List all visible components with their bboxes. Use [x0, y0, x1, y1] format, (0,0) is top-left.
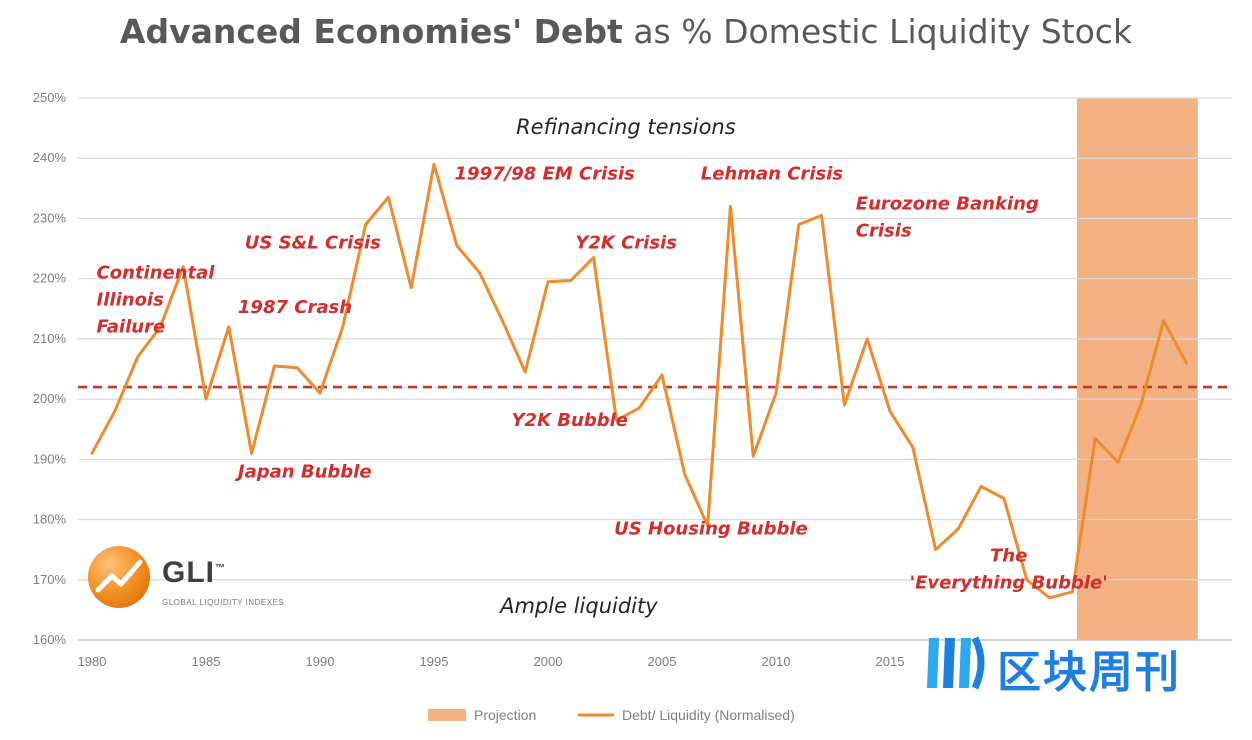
annotations: Continental Illinois Failure US S&L Crisis 1… [97, 115, 1108, 618]
x-tick-label: 2015 [876, 654, 905, 669]
y-tick-label: 170% [33, 572, 67, 587]
x-tick-label: 1980 [78, 654, 107, 669]
x-tick-label: 1995 [420, 654, 449, 669]
event-label: 1997/98 EM Crisis [455, 163, 636, 184]
x-tick-label: 2010 [762, 654, 791, 669]
legend-projection-swatch [428, 709, 466, 721]
legend-line-label: Debt/ Liquidity (Normalised) [622, 707, 795, 723]
gli-logo-subtitle: GLOBAL LIQUIDITY INDEXES [162, 598, 285, 607]
x-tick-label: 1985 [192, 654, 221, 669]
legend-projection-label: Projection [474, 707, 536, 723]
chart-title-rest: as % Domestic Liquidity Stock [622, 12, 1133, 51]
chart-title: Advanced Economies' Debt as % Domestic L… [0, 12, 1252, 51]
watermark-text: 区块周刊 [997, 647, 1181, 698]
event-label: Continental [97, 263, 216, 284]
event-label: 1987 Crash [238, 297, 352, 318]
region-label: Refinancing tensions [516, 115, 736, 139]
y-tick-label: 240% [33, 150, 67, 165]
watermark: 区块周刊 [925, 632, 1225, 698]
watermark-icon [927, 636, 985, 690]
gli-logo-name-text: GLI [162, 556, 215, 589]
event-label: Eurozone Banking [856, 193, 1039, 214]
gli-logo: GLI™ GLOBAL LIQUIDITY INDEXES [88, 546, 328, 616]
region-label: Ample liquidity [498, 594, 658, 618]
event-label: Lehman Crisis [701, 163, 844, 184]
event-label: US S&L Crisis [245, 233, 381, 254]
x-tick-label: 2000 [534, 654, 563, 669]
event-label: 'Everything Bubble' [910, 573, 1108, 594]
gli-logo-tm: ™ [215, 563, 226, 574]
axes: 160% 170% 180% 190% 200% 210% 220% 230% 240% 250%… [33, 90, 1232, 669]
y-tick-label: 210% [33, 331, 67, 346]
y-tick-label: 250% [33, 90, 67, 105]
y-tick-label: 160% [33, 632, 67, 647]
x-tick-label: 2005 [648, 654, 677, 669]
projection-layer [1076, 98, 1198, 640]
projection-band [1076, 98, 1198, 640]
event-label: Y2K Bubble [512, 410, 628, 431]
event-label: Failure [97, 317, 166, 338]
series-layer [90, 162, 1188, 600]
event-label: Y2K Crisis [575, 233, 677, 254]
gli-logo-icon [88, 546, 150, 608]
event-label: Japan Bubble [235, 461, 372, 482]
gli-logo-name: GLI™ [162, 556, 226, 590]
y-tick-label: 180% [33, 512, 67, 527]
y-tick-label: 190% [33, 451, 67, 466]
series-line-debt-liquidity [90, 162, 1188, 600]
x-tick-label: 1990 [306, 654, 335, 669]
event-label: Crisis [856, 220, 912, 241]
event-label: Illinois [97, 290, 165, 311]
event-label: US Housing Bubble [614, 519, 808, 540]
y-tick-label: 200% [33, 391, 67, 406]
y-tick-label: 220% [33, 271, 67, 286]
event-label: The [990, 546, 1027, 567]
y-tick-label: 230% [33, 210, 67, 225]
legend: Projection Debt/ Liquidity (Normalised) [428, 707, 795, 723]
chart-title-bold: Advanced Economies' Debt [119, 12, 623, 51]
gridlines [78, 97, 1232, 641]
